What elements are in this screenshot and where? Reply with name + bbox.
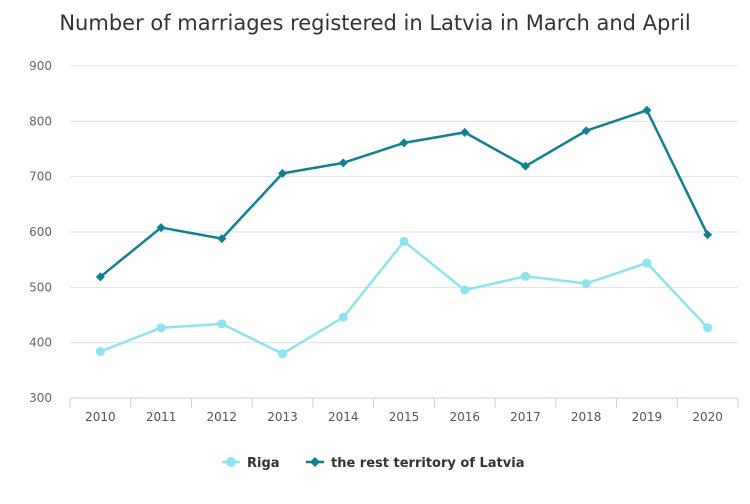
- chart-title: Number of marriages registered in Latvia…: [59, 11, 690, 35]
- legend[interactable]: Riga the rest territory of Latvia: [222, 456, 524, 471]
- data-point[interactable]: [703, 323, 713, 333]
- legend-item-riga[interactable]: Riga: [222, 456, 280, 471]
- data-point[interactable]: [399, 138, 409, 148]
- data-point[interactable]: [338, 158, 348, 168]
- data-point[interactable]: [338, 312, 348, 322]
- y-tick-label: 600: [29, 225, 52, 239]
- x-tick-label: 2019: [632, 410, 663, 424]
- x-tick-label: 2011: [146, 410, 177, 424]
- y-axis: 300 400 500 600 700 800 900: [29, 59, 52, 405]
- data-point[interactable]: [581, 278, 591, 288]
- data-point[interactable]: [520, 161, 530, 171]
- series-line[interactable]: [99, 240, 709, 355]
- y-tick-label: 900: [29, 59, 52, 73]
- data-point[interactable]: [703, 230, 713, 240]
- x-tick-label: 2017: [510, 410, 541, 424]
- data-point[interactable]: [217, 234, 227, 244]
- y-tick-label: 800: [29, 114, 52, 128]
- series-riga[interactable]: [95, 236, 713, 359]
- data-point[interactable]: [642, 258, 652, 268]
- plot-area: [95, 105, 713, 359]
- y-tick-label: 400: [29, 336, 52, 350]
- legend-label: Riga: [247, 456, 280, 471]
- data-point[interactable]: [278, 349, 288, 359]
- data-point[interactable]: [156, 323, 166, 333]
- y-tick-label: 700: [29, 170, 52, 184]
- x-tick-label: 2012: [207, 410, 238, 424]
- legend-label: the rest territory of Latvia: [331, 456, 524, 471]
- legend-item-rest-territory[interactable]: the rest territory of Latvia: [306, 456, 524, 471]
- y-tick-label: 300: [29, 391, 52, 405]
- x-tick-label: 2016: [449, 410, 480, 424]
- data-point[interactable]: [278, 168, 288, 178]
- gridlines: [70, 65, 738, 344]
- x-tick-label: 2020: [692, 410, 723, 424]
- data-point[interactable]: [399, 236, 409, 246]
- series-line[interactable]: [99, 109, 709, 278]
- data-point[interactable]: [156, 223, 166, 233]
- data-point[interactable]: [642, 105, 652, 115]
- x-tick-label: 2014: [328, 410, 359, 424]
- data-point[interactable]: [520, 271, 530, 281]
- x-axis: 2010 2011 2012 2013 2014 2015 2016 2017 2018 2019…: [69, 397, 739, 424]
- legend-marker: [226, 457, 236, 467]
- data-point[interactable]: [581, 126, 591, 136]
- x-tick-label: 2013: [267, 410, 298, 424]
- x-tick-label: 2018: [571, 410, 602, 424]
- series-rest-territory[interactable]: [95, 105, 713, 282]
- data-point[interactable]: [460, 285, 470, 295]
- data-point[interactable]: [95, 272, 105, 282]
- x-tick-label: 2010: [85, 410, 116, 424]
- data-point[interactable]: [217, 319, 227, 329]
- x-tick-label: 2015: [389, 410, 420, 424]
- legend-marker: [310, 457, 320, 467]
- data-point[interactable]: [460, 127, 470, 137]
- y-tick-label: 500: [29, 280, 52, 294]
- data-point[interactable]: [95, 347, 105, 357]
